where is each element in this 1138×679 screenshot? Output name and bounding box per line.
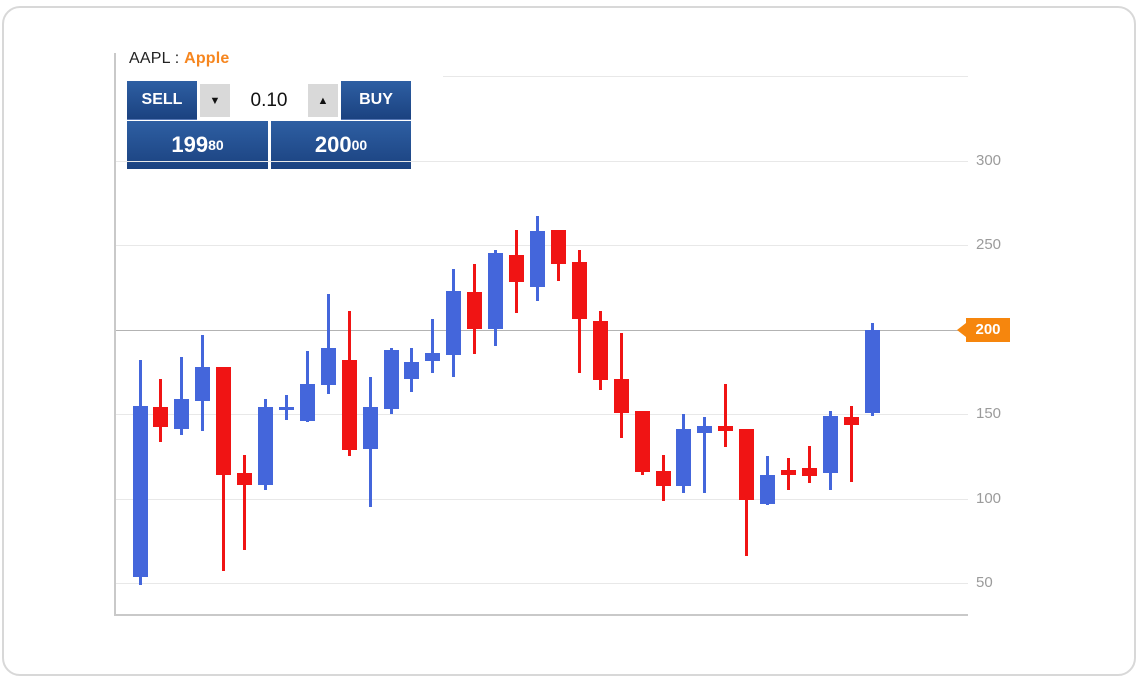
candle-body xyxy=(363,407,378,449)
sell-price-decimals: 80 xyxy=(208,137,224,153)
triangle-down-icon: ▼ xyxy=(209,94,221,107)
candle-body xyxy=(865,330,880,413)
candle-wick xyxy=(327,294,330,394)
candle-body xyxy=(425,353,440,361)
title-separator: : xyxy=(170,50,185,67)
candle-body xyxy=(133,406,148,577)
candle-body xyxy=(467,292,482,329)
candle-body xyxy=(739,429,754,500)
triangle-up-icon: ▲ xyxy=(317,94,329,107)
candle-body xyxy=(384,350,399,409)
candle-body xyxy=(802,468,817,476)
candle-body xyxy=(844,417,859,425)
candle-body xyxy=(760,475,775,504)
quantity-increase-button[interactable]: ▲ xyxy=(307,83,339,118)
candle-body xyxy=(174,399,189,429)
candle-body xyxy=(676,429,691,486)
candle-body xyxy=(614,379,629,413)
buy-price-main: 200 xyxy=(314,132,352,157)
candle-body xyxy=(509,255,524,282)
candle-wick xyxy=(180,357,183,435)
candle-wick xyxy=(724,384,727,447)
candle-body xyxy=(572,262,587,319)
candle-body xyxy=(593,321,608,380)
candle-body xyxy=(216,367,231,475)
sell-price-main: 199 xyxy=(171,132,209,157)
y-axis-tick-label: 100 xyxy=(976,489,1002,507)
candle-body xyxy=(279,407,294,410)
candle-body xyxy=(300,384,315,421)
quantity-stepper: ▼ ▲ xyxy=(197,81,341,120)
instrument-symbol: AAPL xyxy=(129,50,171,67)
y-axis-tick-label: 300 xyxy=(976,151,1002,169)
candle-wick xyxy=(431,319,434,373)
candle-body xyxy=(635,411,650,472)
candle-body xyxy=(551,230,566,264)
candle-body xyxy=(153,407,168,427)
candle-body xyxy=(718,426,733,431)
gridline xyxy=(116,414,968,415)
y-axis-tick-label: 250 xyxy=(976,236,1002,253)
quantity-input[interactable] xyxy=(231,83,307,118)
candle-body xyxy=(446,291,461,355)
candle-body xyxy=(195,367,210,401)
candle-body xyxy=(823,416,838,473)
instrument-title: AAPL : Apple xyxy=(129,50,230,68)
gridline xyxy=(116,499,968,500)
candle-body xyxy=(488,253,503,329)
gridline xyxy=(116,583,968,584)
candle-wick xyxy=(850,406,853,482)
instrument-name: Apple xyxy=(184,50,230,67)
quantity-decrease-button[interactable]: ▼ xyxy=(199,83,231,118)
y-axis-tick-label: 150 xyxy=(976,405,1002,422)
buy-price-decimals: 00 xyxy=(351,137,368,153)
candle-body xyxy=(404,362,419,379)
buy-button[interactable]: BUY xyxy=(341,81,411,120)
candle-wick xyxy=(703,417,706,493)
gridline xyxy=(443,76,968,77)
candle-body xyxy=(321,348,336,385)
gridline xyxy=(116,161,968,162)
candle-body xyxy=(781,470,796,475)
candle-body xyxy=(258,407,273,485)
current-price-tag: 200 xyxy=(957,317,1010,342)
candle-wick xyxy=(808,446,811,483)
candle-body xyxy=(656,471,671,486)
candle-body xyxy=(530,231,545,287)
candlestick-plot-area[interactable] xyxy=(114,53,968,616)
candle-wick xyxy=(243,455,246,550)
sell-button[interactable]: SELL xyxy=(127,81,197,120)
trade-widget-top-row: SELL ▼ ▲ BUY xyxy=(127,81,411,120)
candle-body xyxy=(237,473,252,485)
candle-body xyxy=(697,426,712,433)
current-price-line xyxy=(116,330,968,331)
y-axis-tick-label: 50 xyxy=(976,574,993,591)
candle-body xyxy=(342,360,357,450)
